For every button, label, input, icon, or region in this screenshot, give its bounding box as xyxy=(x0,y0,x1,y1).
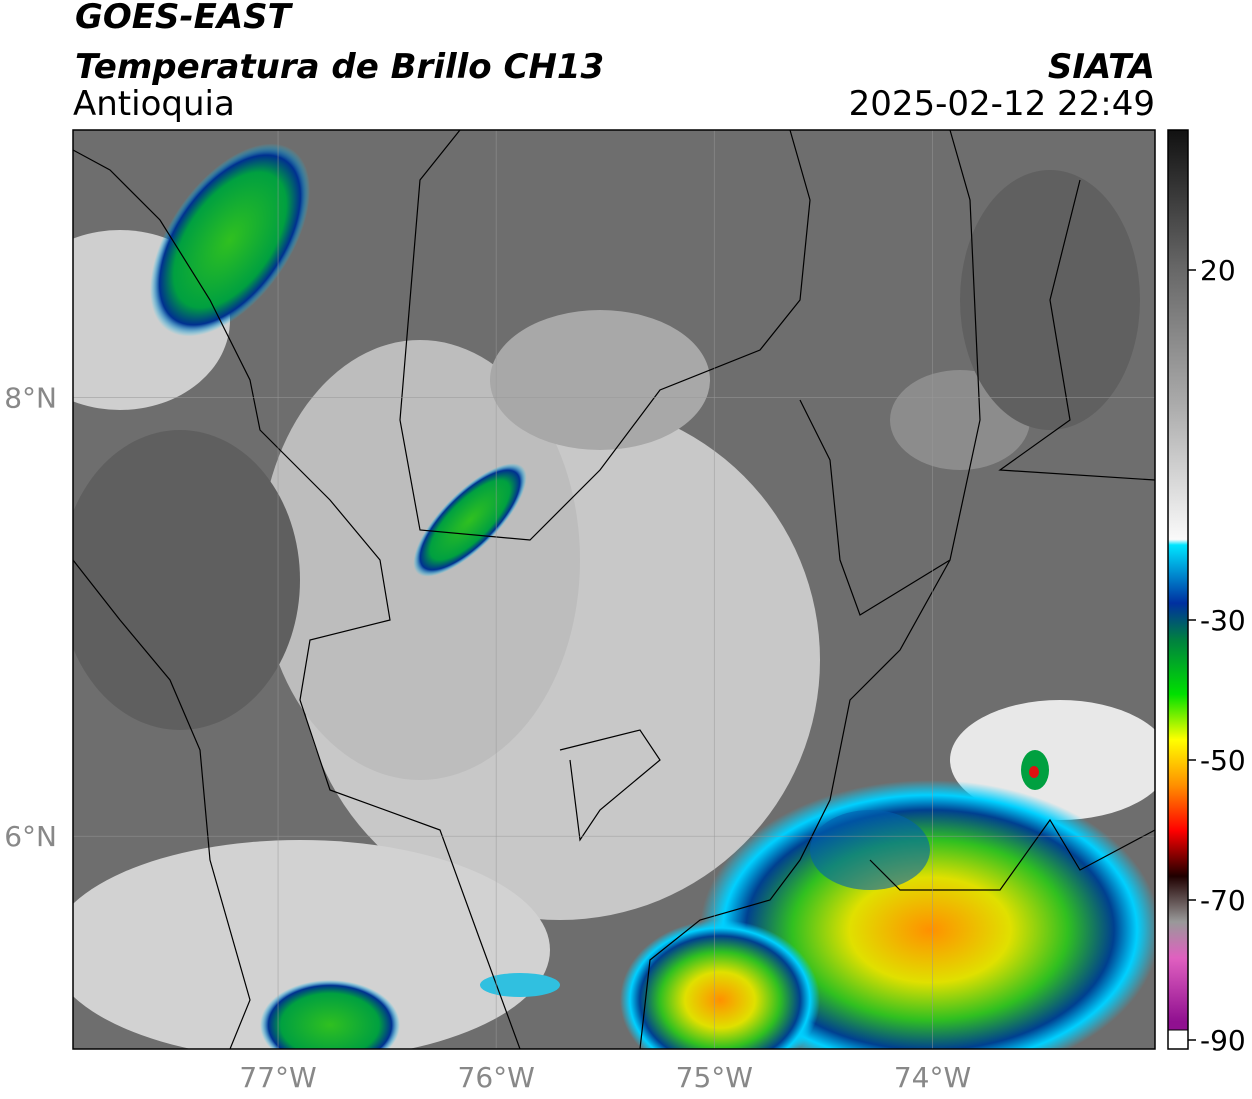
subtitle: Temperatura de Brillo CH13 xyxy=(75,47,604,87)
y-tick-label: 6°N xyxy=(4,820,57,853)
graticule xyxy=(73,130,1155,1049)
colorbar-frame xyxy=(1167,129,1189,1050)
map-frame xyxy=(72,129,1156,1050)
x-tick-label: 76°W xyxy=(458,1061,535,1094)
datetime: 2025-02-12 22:49 xyxy=(849,84,1155,124)
x-tick-label: 77°W xyxy=(239,1061,316,1094)
x-tick-label: 75°W xyxy=(676,1061,753,1094)
colorbar-tick-label: -90 xyxy=(1200,1024,1246,1057)
colorbar-tick-label: -70 xyxy=(1200,884,1246,917)
x-tick-label: 74°W xyxy=(894,1061,971,1094)
colorbar-tick-label: -30 xyxy=(1200,604,1246,637)
colorbar-tick-label: 20 xyxy=(1200,254,1236,287)
y-tick-label: 8°N xyxy=(4,382,57,415)
colorbar-tick-label: -50 xyxy=(1200,744,1246,777)
title: GOES-EAST xyxy=(75,0,294,37)
region: Antioquia xyxy=(73,84,235,124)
colorbar xyxy=(1168,130,1188,1040)
source: SIATA xyxy=(1048,47,1155,87)
satellite-image xyxy=(73,130,1155,1049)
colorbar-under xyxy=(1167,1029,1189,1050)
